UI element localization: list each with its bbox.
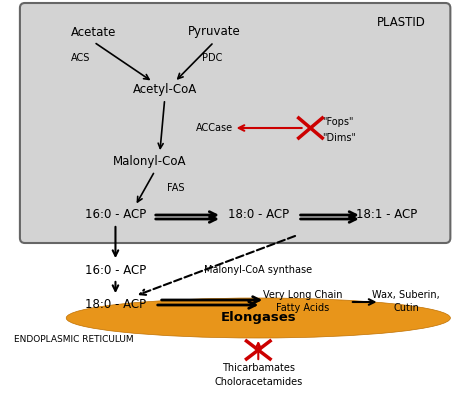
- Text: ACS: ACS: [71, 53, 91, 63]
- Ellipse shape: [66, 298, 450, 338]
- Text: Fatty Acids: Fatty Acids: [276, 303, 329, 313]
- Text: Cutin: Cutin: [393, 303, 419, 313]
- Text: "Fops": "Fops": [322, 117, 354, 127]
- Text: Malonyl-CoA: Malonyl-CoA: [113, 156, 187, 168]
- Text: "Dims": "Dims": [322, 133, 356, 143]
- Text: Malonyl-CoA synthase: Malonyl-CoA synthase: [204, 265, 312, 275]
- Text: Very Long Chain: Very Long Chain: [263, 290, 342, 300]
- Text: 18:1 - ACP: 18:1 - ACP: [356, 209, 417, 222]
- Text: 18:0 - ACP: 18:0 - ACP: [85, 298, 146, 311]
- Text: Thicarbamates: Thicarbamates: [222, 363, 295, 373]
- Text: Elongases: Elongases: [220, 311, 296, 324]
- Text: 16:0 - ACP: 16:0 - ACP: [85, 264, 146, 277]
- Text: Pyruvate: Pyruvate: [188, 26, 240, 38]
- Text: 18:0 - ACP: 18:0 - ACP: [228, 209, 289, 222]
- Text: ACCase: ACCase: [196, 123, 233, 133]
- Text: PLASTID: PLASTID: [377, 15, 426, 28]
- FancyBboxPatch shape: [20, 3, 450, 243]
- Text: Choloracetamides: Choloracetamides: [214, 377, 302, 387]
- Text: Acetyl-CoA: Acetyl-CoA: [133, 83, 197, 96]
- Text: 16:0 - ACP: 16:0 - ACP: [85, 209, 146, 222]
- Text: Wax, Suberin,: Wax, Suberin,: [372, 290, 440, 300]
- Text: ENDOPLASMIC RETICULUM: ENDOPLASMIC RETICULUM: [14, 335, 134, 345]
- Text: PDC: PDC: [202, 53, 222, 63]
- Text: Acetate: Acetate: [71, 26, 117, 38]
- Text: FAS: FAS: [167, 183, 184, 193]
